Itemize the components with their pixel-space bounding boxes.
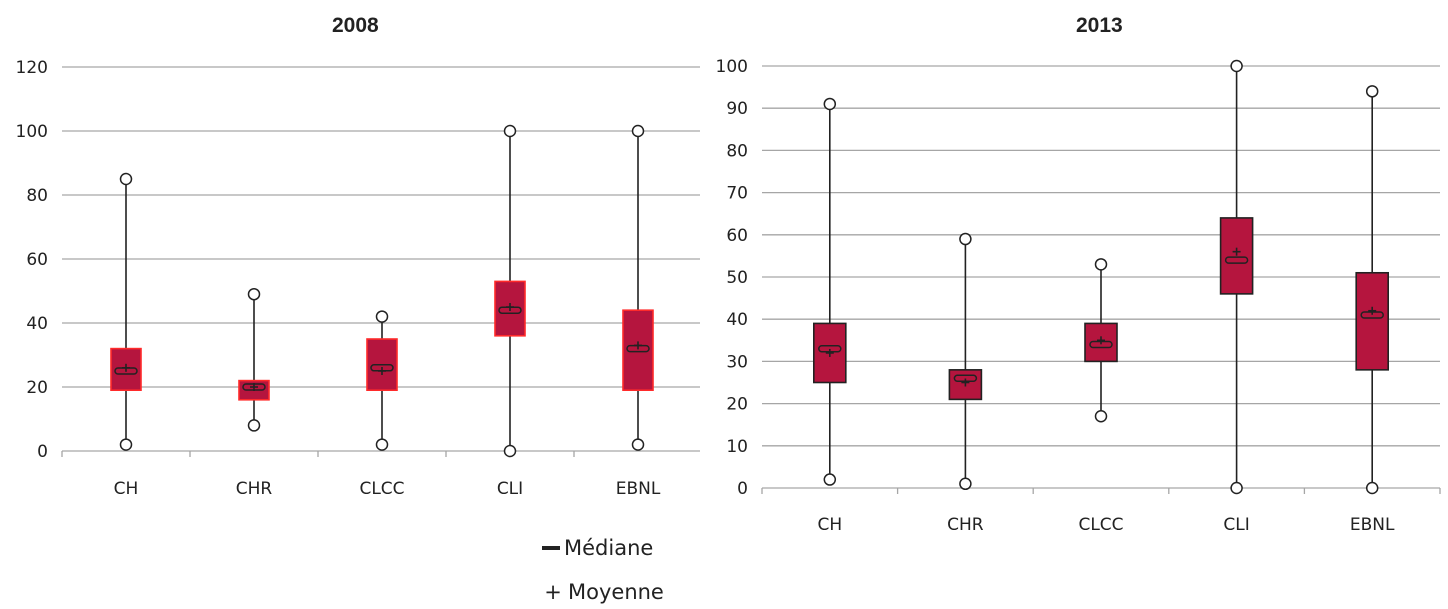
y-tick-label: 40 [26,314,48,334]
y-tick-label: 80 [726,141,748,161]
x-category-label: CLCC [359,479,404,499]
chart-title-2013: 2013 [1076,14,1123,37]
max-point [503,124,517,138]
median-legend-symbol [542,546,560,550]
y-tick-label: 20 [26,378,48,398]
min-point [503,444,517,458]
x-category-label: CHR [947,515,984,535]
max-point [1365,85,1379,98]
y-tick-label: 100 [16,122,48,142]
min-point [1230,481,1243,495]
max-point [631,124,645,138]
x-category-label: CHR [236,479,273,499]
min-point [375,438,389,451]
chart-title-2008: 2008 [332,14,379,37]
box [1355,271,1390,371]
y-tick-label: 80 [26,186,48,206]
y-tick-label: 70 [726,184,748,204]
min-point [247,419,261,432]
y-tick-label: 0 [737,479,748,499]
y-tick-label: 100 [716,57,748,77]
x-category-label: CH [114,479,139,499]
x-category-label: CLI [1223,515,1249,535]
y-tick-label: 20 [726,395,748,415]
max-point [959,232,972,246]
y-tick-label: 60 [26,250,48,270]
mean-legend-label: Moyenne [568,580,664,604]
box [1219,217,1254,295]
x-category-label: CH [817,515,842,535]
y-tick-label: 40 [726,310,748,330]
max-point [119,172,133,186]
y-tick-label: 90 [726,99,748,119]
median-marker [1224,256,1249,264]
mean-legend-symbol: + [544,580,562,604]
x-category-label: CLCC [1078,515,1123,535]
max-point [1230,59,1243,73]
boxplot-chart-2013: 0 10 20 30 40 50 60 70 80 90 100 CH CHR CLCC CLI EBNL [716,57,1441,535]
y-tick-label: 10 [726,437,748,457]
boxplot-chart-2008: 0 20 40 60 80 100 120 CH CHR CLCC CLI EBNL [16,58,700,499]
max-point [1094,258,1108,271]
y-tick-label: 120 [16,58,48,78]
median-legend-label: Médiane [564,536,654,560]
min-point [631,438,645,451]
y-tick-label: 60 [726,226,748,246]
y-tick-label: 30 [726,352,748,372]
y-tick-label: 50 [726,268,748,288]
min-point [823,473,837,486]
max-point [375,310,389,323]
min-point [119,438,133,451]
x-category-label: EBNL [1350,515,1395,535]
x-category-label: EBNL [616,479,661,499]
legend-mean: + Moyenne [542,580,664,604]
min-point [959,477,972,491]
legend-median: Médiane [542,536,653,560]
min-point [1365,481,1379,495]
x-category-label: CLI [497,479,523,499]
max-point [823,97,837,111]
min-point [1094,410,1108,423]
max-point [247,287,261,301]
y-tick-label: 0 [37,442,48,462]
